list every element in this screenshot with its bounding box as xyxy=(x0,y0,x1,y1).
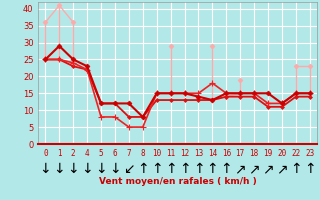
X-axis label: Vent moyen/en rafales ( km/h ): Vent moyen/en rafales ( km/h ) xyxy=(99,177,256,186)
